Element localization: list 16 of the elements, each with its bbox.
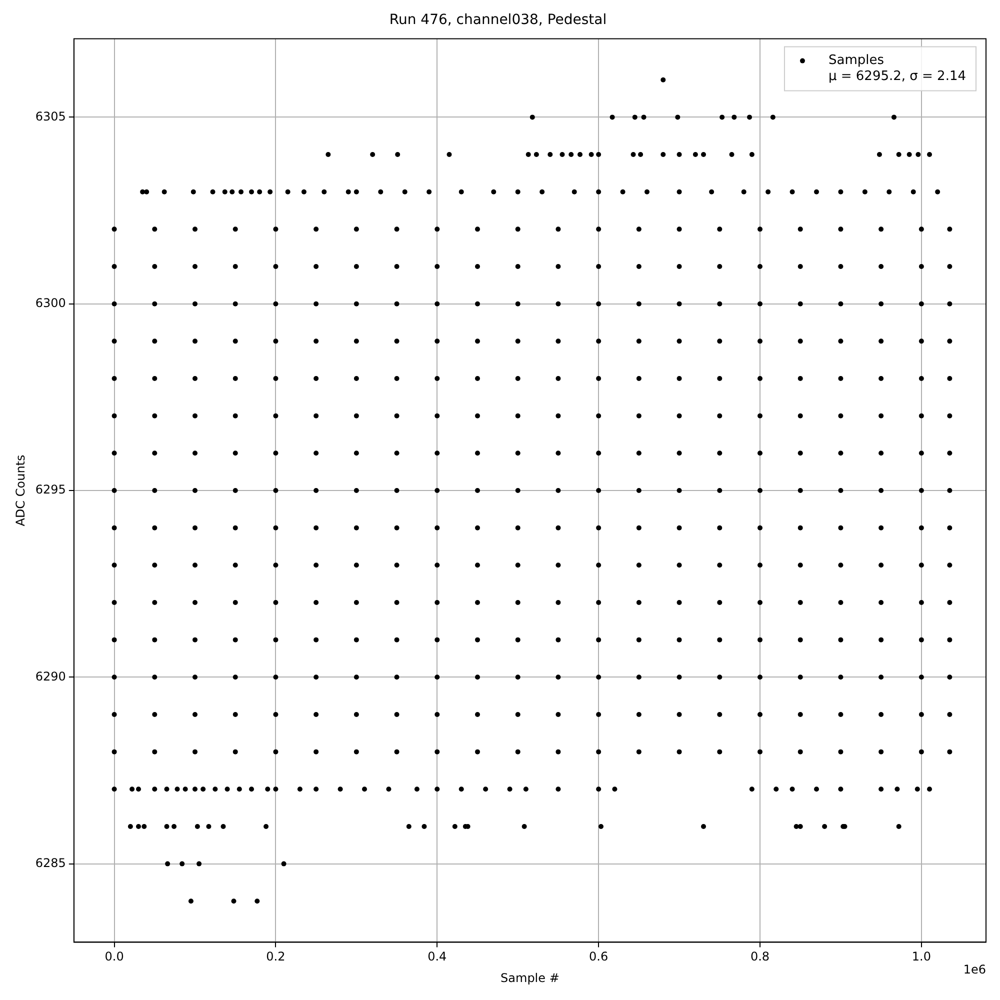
y-tick-label: 6295: [35, 482, 66, 497]
y-tick-label: 6300: [35, 296, 66, 310]
x-tick-label: 0.4: [428, 950, 447, 964]
x-tick-label: 0.6: [589, 950, 608, 964]
x-axis-title: Sample #: [500, 970, 560, 985]
y-tick-label: 6290: [35, 669, 66, 684]
y-axis-title: ADC Counts: [13, 454, 28, 526]
x-tick-label: 1.0: [912, 950, 931, 964]
x-tick-label: 0.8: [750, 950, 770, 964]
x-tick-label: 0.0: [104, 950, 124, 964]
text: 1e6: [963, 962, 986, 976]
x-tick-label: 0.2: [266, 950, 286, 964]
y-tick-label: 6285: [35, 856, 66, 870]
y-tick-label: 6305: [35, 109, 66, 124]
legend-label: Samples μ = 6295.2, σ = 2.14: [828, 53, 966, 84]
chart-title: Run 476, channel038, Pedestal: [389, 12, 607, 28]
